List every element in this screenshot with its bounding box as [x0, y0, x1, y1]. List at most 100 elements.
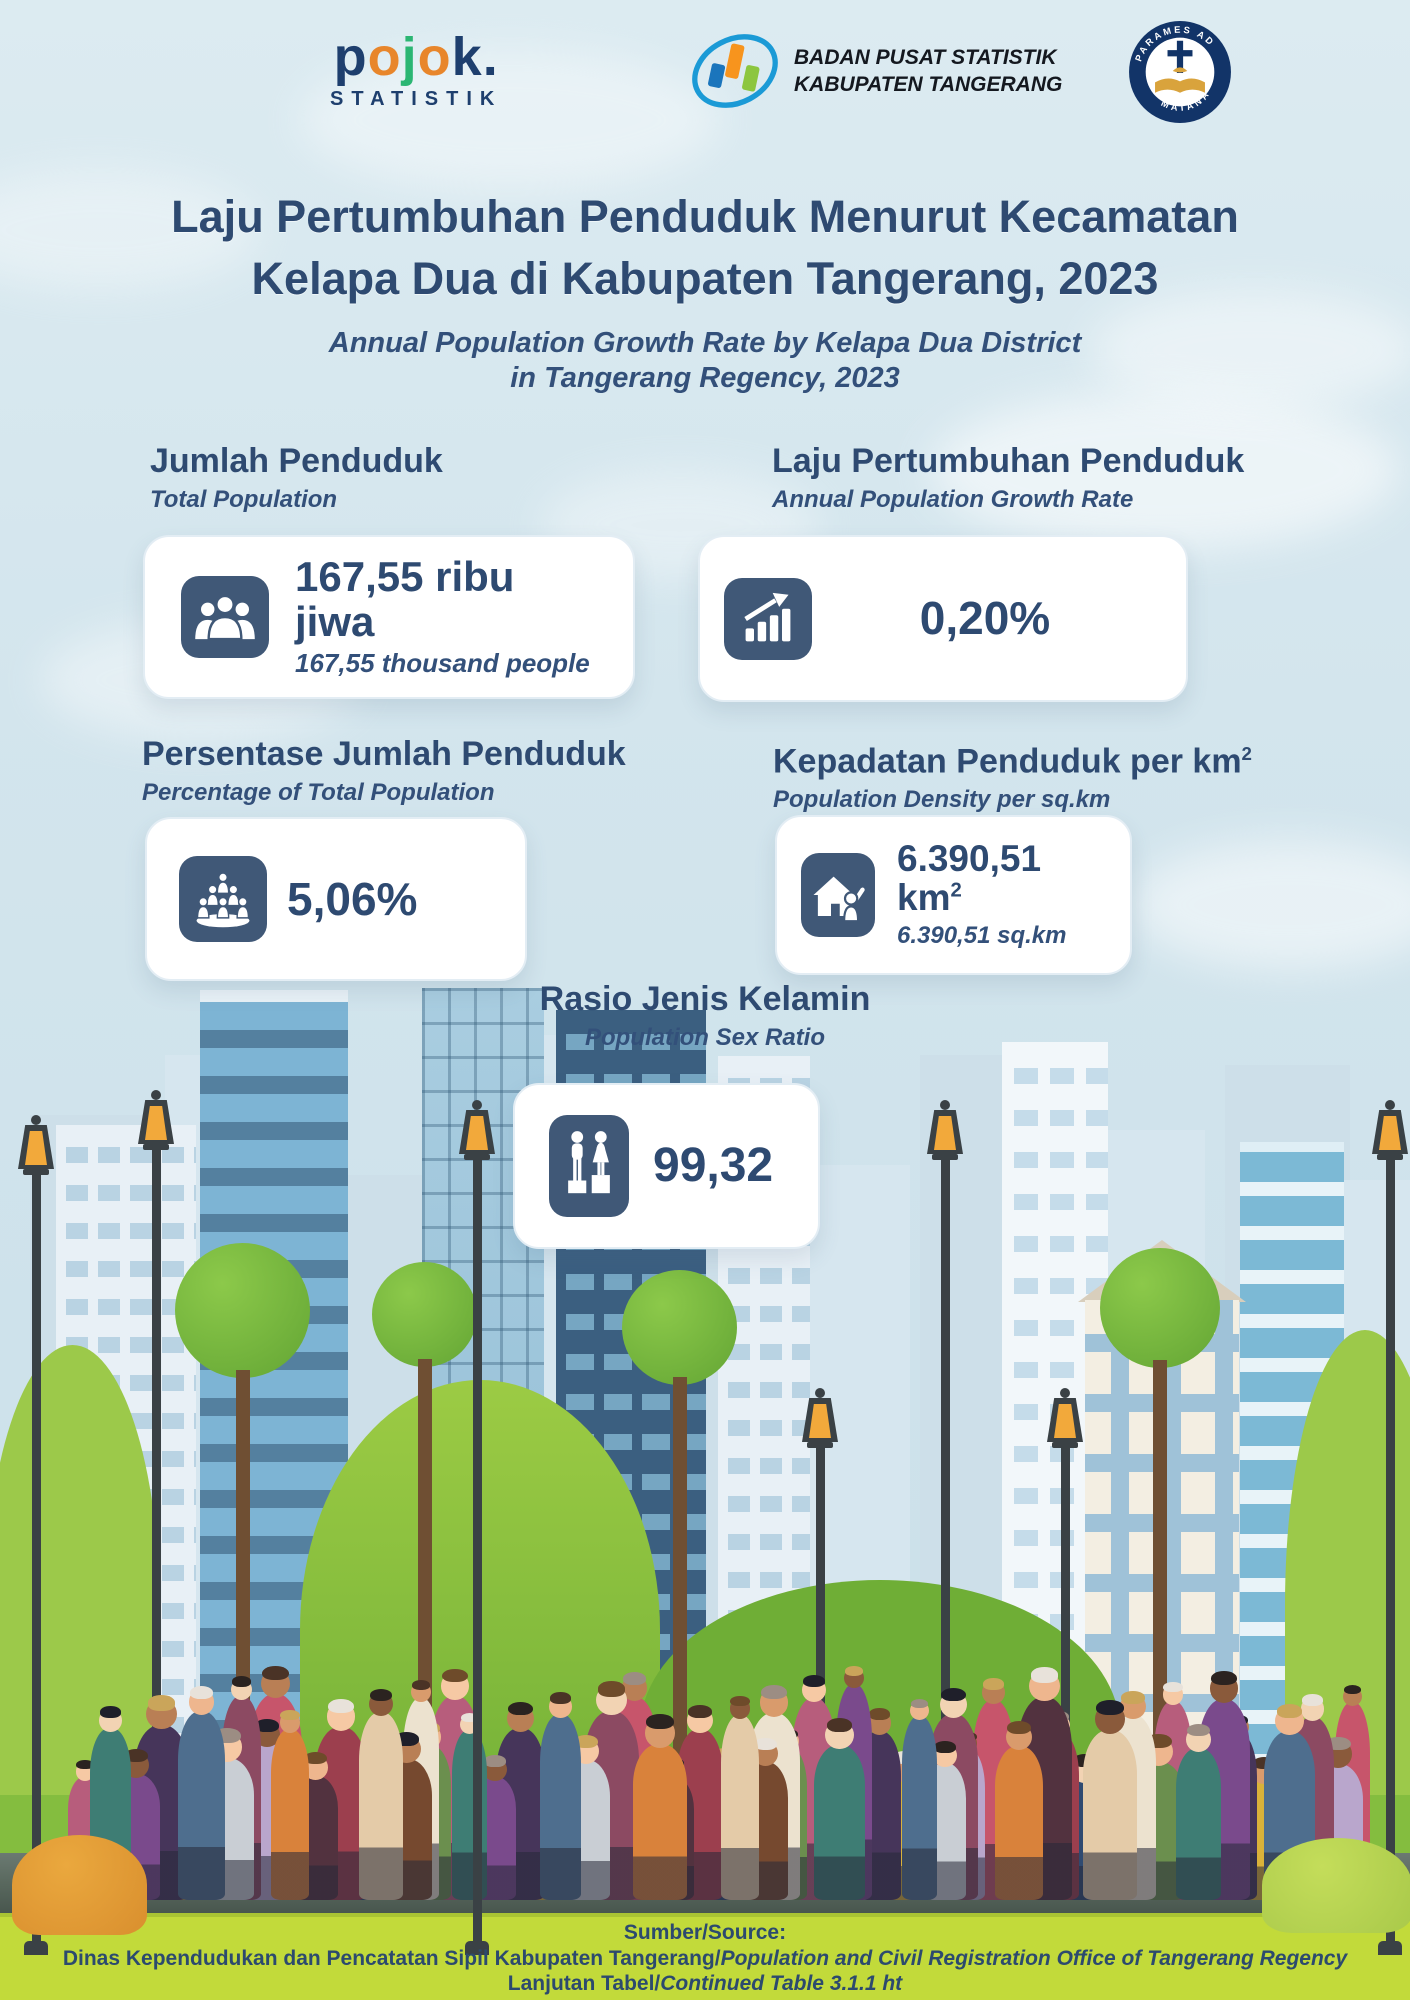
bps-logo-text: BADAN PUSAT STATISTIK KABUPATEN TANGERAN… [794, 44, 1062, 99]
people-group-icon [181, 576, 269, 658]
person-head [188, 1685, 215, 1715]
source-label: Sumber/Source: [623, 1921, 787, 1944]
person-hair [910, 1698, 929, 1709]
person-head [230, 1676, 253, 1701]
lamp-collar [932, 1154, 958, 1160]
person-figure [178, 1685, 225, 1900]
person-hair [844, 1665, 864, 1676]
superscript-2: 2 [1241, 743, 1252, 764]
person-hair [983, 1678, 1004, 1690]
title-line1: Laju Pertumbuhan Penduduk Menurut Kecama… [171, 191, 1239, 242]
superscript-2: 2 [950, 879, 962, 902]
street-lamp [449, 1100, 505, 1955]
person-figure [359, 1689, 403, 1900]
continued-english: Continued Table 3.1.1 ht [660, 1972, 903, 1995]
person-head [909, 1698, 930, 1721]
house-person-icon [801, 853, 875, 937]
cloud [0, 170, 260, 290]
person-figure [902, 1698, 937, 1900]
matana-university-logo: PARAMES AD MATANA [1129, 21, 1231, 123]
lamp-finial [815, 1388, 825, 1398]
person-hair [573, 1734, 599, 1749]
title-line2: Kelapa Dua di Kabupaten Tangerang, 2023 [251, 253, 1159, 304]
person-hair [1276, 1703, 1303, 1718]
person-hair [100, 1706, 121, 1718]
person-head [279, 1709, 301, 1733]
stat-value-en: 167,55 thousand people [295, 647, 590, 678]
person-hair [1210, 1670, 1238, 1685]
heading-en: Percentage of Total Population [142, 779, 495, 806]
person-hair [327, 1698, 355, 1713]
person-head [596, 1681, 627, 1716]
stat-value-en: 6.390,51 sq.km [897, 921, 1067, 949]
cloud [300, 50, 720, 190]
heading-en: Population Density per sq.km [773, 786, 1111, 814]
person-hair [262, 1665, 289, 1681]
person-hair [934, 1741, 956, 1753]
pojok-wordmark: pojok. [330, 30, 502, 84]
person-figure [540, 1692, 581, 1900]
pojok-letter: j [401, 27, 418, 87]
heading-id: Kepadatan Penduduk per km2 [773, 742, 1252, 781]
person-head [1209, 1670, 1239, 1703]
person-hair [1187, 1724, 1210, 1737]
lamp-lantern [459, 1110, 495, 1154]
stat-value: 99,32 [653, 1138, 774, 1192]
heading-en: Population Sex Ratio [584, 1024, 826, 1051]
person-hair [941, 1687, 966, 1702]
person-hair [508, 1701, 533, 1716]
person-hair [460, 1712, 479, 1723]
lamp-post [815, 1448, 825, 1846]
person-figure [721, 1695, 759, 1900]
source-note: Sumber/Source: Dinas Kependudukan dan Pe… [0, 1920, 1410, 1996]
bps-logo-icon [692, 34, 778, 108]
growth-rate-card: 0,20% [698, 535, 1188, 702]
lamp-collar [1377, 1154, 1403, 1160]
tree-crown [175, 1243, 310, 1378]
person-hair [1006, 1720, 1032, 1735]
person-hair [1301, 1694, 1324, 1706]
person-hair [622, 1671, 647, 1685]
heading-en: Total Population [150, 486, 338, 513]
lamp-lantern [802, 1398, 838, 1442]
dove-icon [1172, 67, 1188, 73]
density-heading: Kepadatan Penduduk per km2 Population De… [773, 735, 1252, 814]
person-hair [280, 1709, 300, 1720]
person-hair [255, 1718, 279, 1732]
person-hair [826, 1717, 853, 1732]
person-head [1162, 1681, 1184, 1705]
lamp-base [24, 1941, 48, 1955]
lamp-post [151, 1150, 161, 1846]
pojok-letter: k [451, 27, 483, 87]
person-head [1186, 1724, 1211, 1752]
pojok-letter: o [367, 27, 402, 87]
person-hair [147, 1695, 176, 1711]
lamp-base [465, 1941, 489, 1955]
lamp-finial [151, 1090, 161, 1100]
lamp-post [1060, 1448, 1070, 1846]
pojok-subtitle: STATISTIK [330, 88, 503, 110]
bps-logo: BADAN PUSAT STATISTIK KABUPATEN TANGERAN… [690, 26, 1062, 116]
heading-id: Laju Pertumbuhan Penduduk [772, 442, 1245, 480]
bps-text-line1: BADAN PUSAT STATISTIK [794, 45, 1057, 69]
stat-value-block: 167,55 ribu jiwa 167,55 thousand people [295, 555, 603, 678]
heading-en: Annual Population Growth Rate [772, 486, 1134, 513]
person-head [483, 1755, 507, 1782]
cloud [1090, 290, 1410, 410]
heading-id: Rasio Jenis Kelamin [539, 980, 871, 1018]
stat-value: 167,55 ribu jiwa [295, 553, 515, 645]
person-figure [743, 1738, 788, 1900]
heading-id: Persentase Jumlah Penduduk [142, 735, 626, 773]
lamp-collar [23, 1169, 49, 1175]
person-hair [411, 1679, 431, 1690]
person-hair [369, 1689, 393, 1702]
person-hair [76, 1759, 94, 1770]
person-hair [1096, 1700, 1124, 1716]
person-head [1095, 1700, 1125, 1734]
person-head [687, 1704, 713, 1734]
lamp-post [940, 1160, 950, 1846]
person-hair [1030, 1667, 1059, 1683]
bush [1262, 1838, 1410, 1933]
tree-crown [622, 1270, 737, 1385]
